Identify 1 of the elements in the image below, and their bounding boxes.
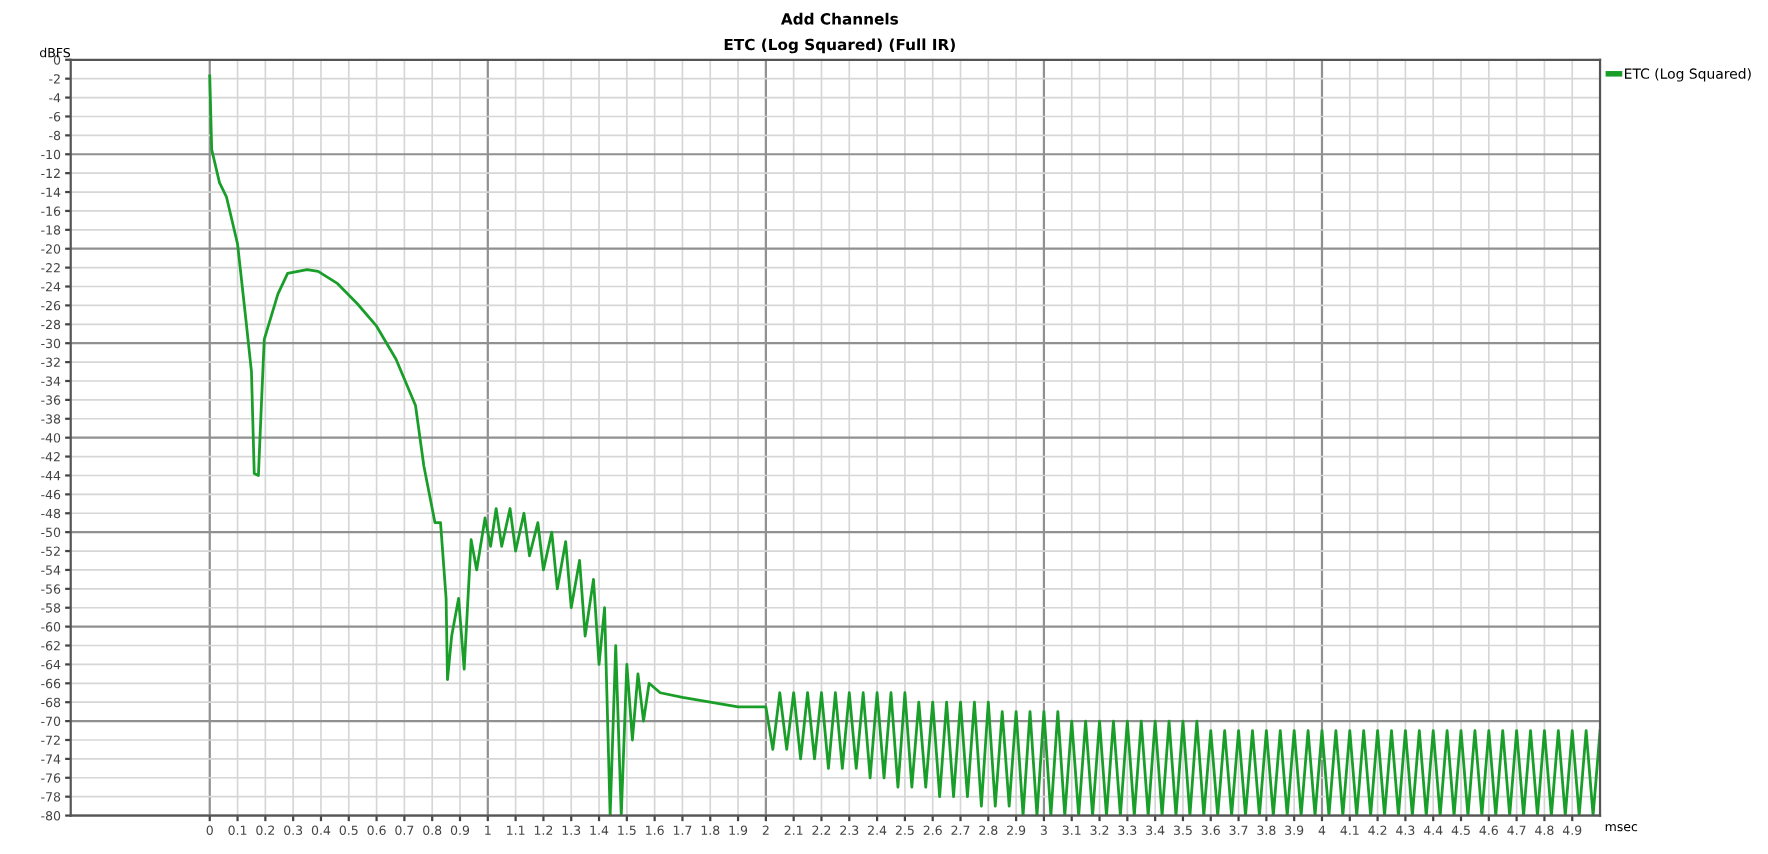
- line-series: [208, 74, 1601, 816]
